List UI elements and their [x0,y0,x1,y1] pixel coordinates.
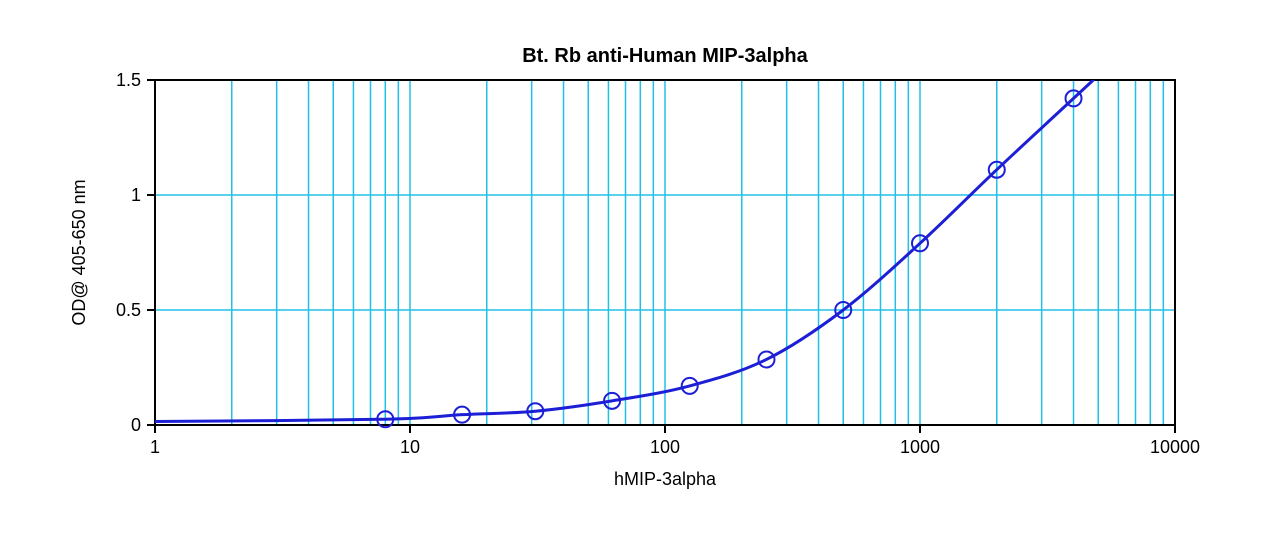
x-tick-label: 10000 [1150,437,1200,457]
y-axis-label: OD@ 405-650 nm [69,179,89,325]
x-tick-label: 100 [650,437,680,457]
y-tick-label: 1 [131,185,141,205]
chart-title: Bt. Rb anti-Human MIP-3alpha [522,45,808,67]
y-tick-label: 0 [131,415,141,435]
y-tick-label: 1.5 [116,70,141,90]
x-tick-label: 10 [400,437,420,457]
y-tick-label: 0.5 [116,300,141,320]
elisa-chart: 1 10 100 1000 10000 0 0.5 1 1.5 Bt. Rb anti-Human… [0,0,1280,542]
chart-container: 1 10 100 1000 10000 0 0.5 1 1.5 Bt. Rb anti-Human… [0,0,1280,542]
x-tick-label: 1000 [900,437,940,457]
x-axis-label: hMIP-3alpha [614,469,717,489]
x-tick-label: 1 [150,437,160,457]
